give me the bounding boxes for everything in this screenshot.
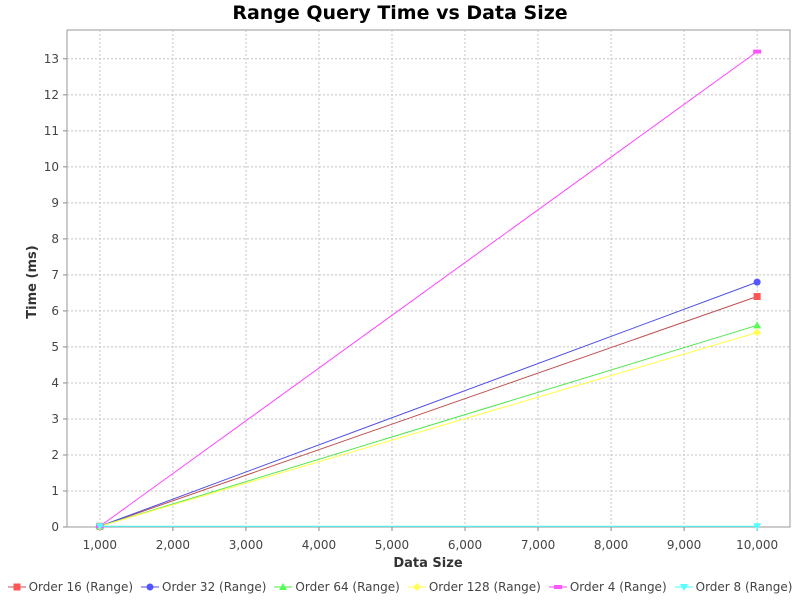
legend-marker — [279, 583, 288, 590]
legend-marker — [679, 584, 688, 591]
legend-swatch — [674, 584, 693, 591]
legend-label: Order 32 (Range) — [162, 580, 267, 594]
legend-swatch — [548, 585, 567, 589]
series-group — [95, 49, 762, 531]
data-point — [753, 328, 762, 337]
data-point — [753, 278, 761, 286]
y-tick-label: 9 — [51, 196, 59, 210]
x-tick-label: 10,000 — [736, 538, 778, 552]
y-tick-label: 12 — [44, 88, 59, 102]
plot-background — [66, 29, 791, 528]
x-axis-label: Data Size — [393, 556, 462, 571]
data-point — [753, 523, 762, 531]
x-tick-label: 7,000 — [521, 538, 555, 552]
y-tick-label: 4 — [51, 376, 59, 390]
y-tick-label: 2 — [51, 448, 59, 462]
plot-area — [66, 29, 791, 528]
data-point — [753, 49, 762, 54]
y-tick-label: 3 — [51, 412, 59, 426]
x-tick-label: 3,000 — [229, 538, 263, 552]
x-tick-label: 6,000 — [448, 538, 482, 552]
series-line — [99, 281, 758, 527]
x-tick-label: 9,000 — [667, 538, 701, 552]
data-point — [753, 293, 761, 301]
y-tick-label: 1 — [51, 484, 59, 498]
legend-item: Order 64 (Range) — [274, 580, 400, 594]
y-tick-label: 6 — [51, 304, 59, 318]
y-tick-label: 8 — [51, 232, 59, 246]
y-tick-label: 13 — [44, 52, 59, 66]
x-tick-label: 2,000 — [156, 538, 190, 552]
y-tick-label: 5 — [51, 340, 59, 354]
legend-marker — [146, 583, 154, 591]
grid-lines — [67, 30, 790, 527]
x-tick-label: 8,000 — [594, 538, 628, 552]
legend-marker — [553, 585, 562, 589]
series-line — [99, 332, 758, 527]
data-point — [95, 523, 104, 531]
x-tick-label: 5,000 — [375, 538, 409, 552]
x-tick-label: 1,000 — [83, 538, 117, 552]
legend-item: Order 4 (Range) — [548, 580, 667, 594]
y-tick-label: 0 — [51, 520, 59, 534]
legend-item: Order 8 (Range) — [674, 580, 793, 594]
legend-label: Order 8 (Range) — [695, 580, 793, 594]
legend-item: Order 128 (Range) — [407, 580, 541, 594]
series-line — [99, 324, 758, 527]
legend-swatch — [407, 583, 426, 591]
legend-item: Order 16 (Range) — [7, 580, 134, 594]
legend-label: Order 16 (Range) — [28, 580, 134, 594]
y-tick-label: 7 — [51, 268, 59, 282]
series-line — [99, 51, 758, 527]
legend: Order 16 (Range) Order 32 (Range) Order 64… — [0, 580, 800, 594]
x-tick-label: 4,000 — [302, 538, 336, 552]
legend-label: Order 4 (Range) — [569, 580, 667, 594]
legend-marker — [13, 583, 21, 591]
legend-label: Order 128 (Range) — [428, 580, 541, 594]
legend-label: Order 64 (Range) — [295, 580, 400, 594]
y-tick-label: 10 — [44, 160, 59, 174]
legend-swatch — [274, 583, 293, 590]
y-tick-label: 11 — [44, 124, 59, 138]
legend-item: Order 32 (Range) — [141, 580, 266, 594]
series — [95, 523, 762, 531]
legend-marker — [412, 583, 421, 591]
chart-title: Range Query Time vs Data Size — [232, 2, 568, 24]
y-axis-label: Time (ms) — [25, 245, 40, 318]
legend-swatch — [141, 583, 160, 591]
legend-swatch — [7, 583, 26, 591]
series-line — [99, 296, 758, 527]
data-point — [753, 321, 762, 329]
